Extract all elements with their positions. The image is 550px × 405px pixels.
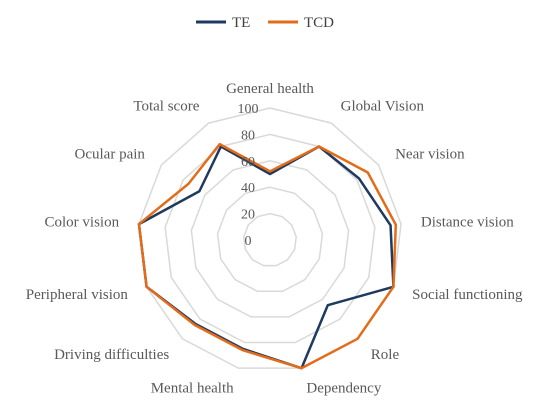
category-label-dependency: Dependency [306,381,381,397]
category-label-general-health: General health [226,81,314,97]
grid-ring-100 [138,107,402,369]
grid-ring-20 [243,212,297,267]
radial-tick-40: 40 [241,181,255,196]
series [137,142,398,370]
category-label-total-score: Total score [133,98,199,114]
grid-ring-40 [216,186,324,293]
series-line-tcd [137,142,398,370]
radial-tick-20: 20 [241,208,255,223]
category-label-driving-difficulties: Driving difficulties [54,347,169,363]
radial-tick-100: 100 [238,102,259,117]
legend-label-tcd: TCD [304,15,334,31]
grid-ring-60 [190,160,350,318]
radial-tick-0: 0 [245,234,252,249]
category-label-distance-vision: Distance vision [421,215,514,231]
category-label-ocular-pain: Ocular pain [75,147,146,163]
grid [138,107,402,369]
radial-tick-60: 60 [241,155,255,170]
category-labels: General health Global Vision Near vision Di… [26,81,523,397]
category-label-color-vision: Color vision [45,215,120,231]
grid-ring-80 [164,133,376,344]
legend-label-te: TE [232,15,250,31]
radial-tick-80: 80 [241,128,255,143]
category-label-role: Role [371,347,400,363]
legend: TE TCD [196,15,334,31]
category-label-global-vision: Global Vision [341,98,425,114]
category-label-peripheral-vision: Peripheral vision [26,287,129,303]
category-label-near-vision: Near vision [395,147,465,163]
radial-ticks: 0 20 40 60 80 100 [238,102,259,249]
category-label-social-functioning: Social functioning [412,287,523,303]
series-line-te [137,145,395,370]
category-label-mental-health: Mental health [151,381,234,397]
